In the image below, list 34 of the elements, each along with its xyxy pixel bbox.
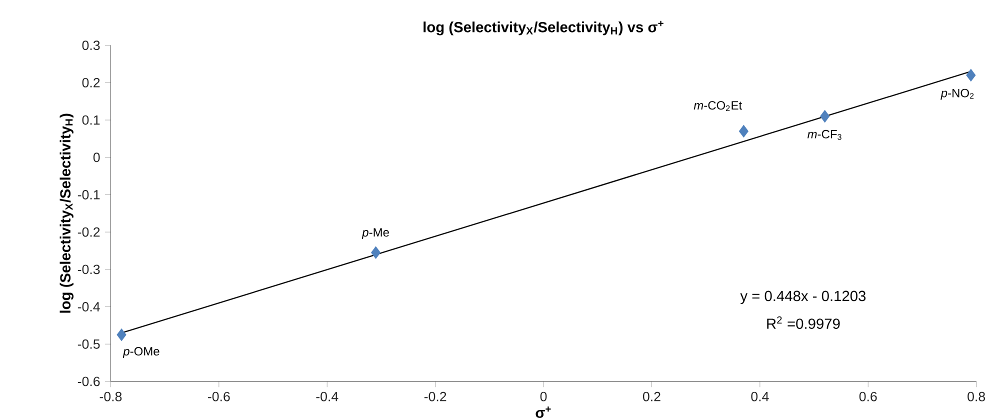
y-tick-label: 0.3 [82,40,100,50]
annotation: m-CF$_{3}$ [807,130,842,140]
x-tick-label: -0.6 [208,392,230,402]
y-axis-title: log (Selectivity$_{X}$/Selectivity$_{H}$) [60,114,74,313]
x-tick-label: 0.6 [859,392,877,402]
y-tick-label: 0.2 [82,78,100,88]
annotation: p-NO$_{2}$ [940,88,974,100]
point [820,110,830,123]
chart-title: log (Selectivity$_{X}$/Selectivity$_{H}$) vs σ$^{+}$ [424,20,664,36]
y-tick-label: -0.6 [78,376,100,386]
x-tick-label: 0.2 [642,392,660,402]
point [738,124,748,138]
annotation: m-CO$_{2}$Et [694,101,742,111]
annotation: p-OMe [122,346,160,358]
y-tick-label: 0 [93,152,100,162]
y-tick-label: -0.1 [78,190,100,200]
y-tick-label: 0.1 [82,115,100,125]
point [371,246,381,259]
point [966,68,976,82]
x-tick-label: 0.4 [751,392,769,402]
x-tick-label: -0.8 [100,392,122,402]
annotation: y = 0.448x - 0.1203 [740,290,866,304]
y-tick-label: -0.4 [78,302,100,312]
x-tick-label: -0.2 [424,392,446,402]
x-tick-label: -0.4 [316,392,338,402]
y-tick-label: -0.2 [78,227,100,237]
annotation: p-Me [362,228,389,239]
x-axis-title: σ$^{+}$ [536,406,551,418]
x-tick-label: 0 [540,392,547,402]
annotation: R$^{2}$ =0.9979 [767,316,840,329]
point [116,328,126,341]
y-tick-label: -0.5 [78,339,100,349]
x-tick-label: 0.8 [968,392,986,402]
y-tick-label: -0.3 [78,264,100,274]
